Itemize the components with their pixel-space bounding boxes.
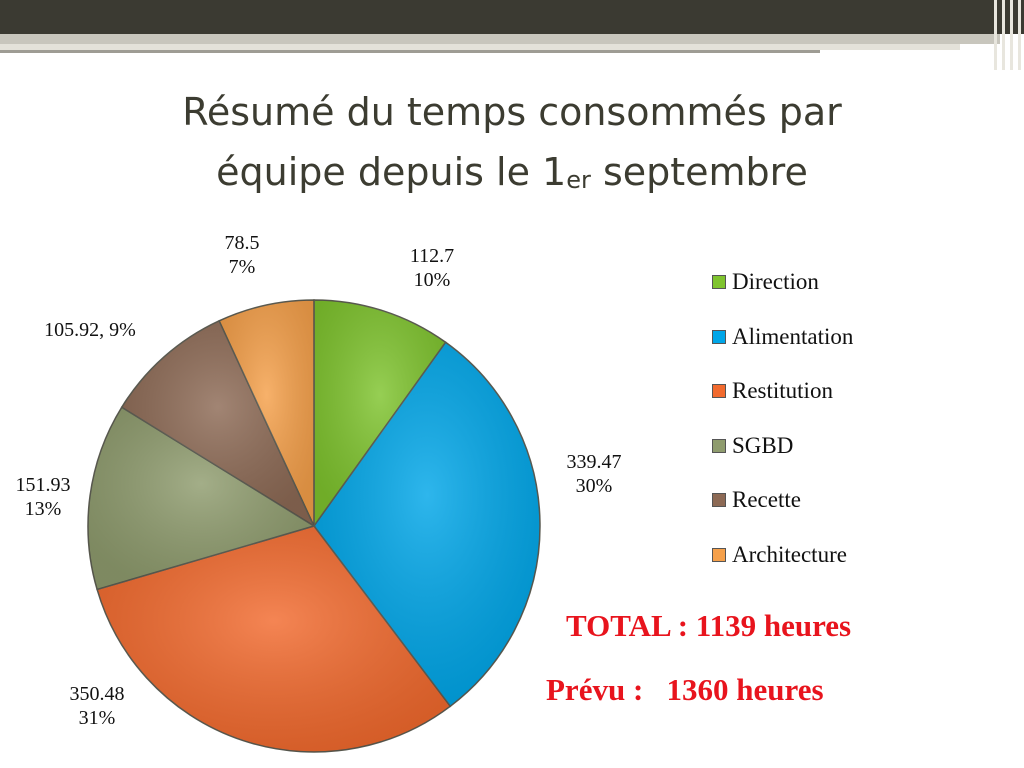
legend-swatch bbox=[712, 438, 726, 453]
header-rule bbox=[0, 50, 820, 53]
legend-label: Architecture bbox=[732, 541, 847, 567]
legend-label: Direction bbox=[732, 269, 819, 295]
data-label-sgbd: 151.93 13% bbox=[16, 474, 71, 520]
header-band-light bbox=[0, 34, 1000, 44]
chart-legend: Direction Alimentation Restitution SGBD Rece… bbox=[712, 255, 853, 582]
title-line-1: Résumé du temps consommés par bbox=[182, 90, 842, 134]
header-stripes bbox=[990, 0, 1024, 70]
legend-label: Restitution bbox=[732, 378, 833, 404]
legend-swatch bbox=[712, 493, 726, 508]
data-label-architecture: 78.5 7% bbox=[225, 232, 260, 278]
legend-label: Recette bbox=[732, 487, 801, 513]
data-label-restitution: 350.48 31% bbox=[70, 683, 125, 729]
header-band-lighter bbox=[0, 44, 960, 50]
total-hours-text: TOTAL : 1139 heures bbox=[566, 608, 852, 643]
data-label-direction: 112.7 10% bbox=[410, 245, 454, 291]
data-label-alimentation: 339.47 30% bbox=[567, 451, 622, 497]
legend-swatch bbox=[712, 275, 726, 290]
legend-swatch bbox=[712, 384, 726, 399]
pie-slice-shading-alimentation bbox=[314, 342, 541, 707]
legend-item-sgbd: SGBD bbox=[712, 419, 853, 474]
pie-data-labels: 112.7 10% 339.47 30% 350.48 31% 151.93 13% 105.9… bbox=[16, 232, 622, 729]
legend-item-direction: Direction bbox=[712, 255, 853, 310]
title-line-2: équipe depuis le 1er septembre bbox=[0, 142, 1024, 202]
legend-swatch bbox=[712, 547, 726, 562]
pie-slice-shading-sgbd bbox=[87, 407, 314, 590]
pie-slice-shading-recette bbox=[121, 320, 315, 526]
pie-slice-shading-architecture bbox=[219, 300, 314, 526]
header-band bbox=[0, 0, 1024, 34]
legend-item-restitution: Restitution bbox=[712, 364, 853, 419]
slide-title: Résumé du temps consommés par équipe dep… bbox=[0, 82, 1024, 202]
pie-slices bbox=[87, 299, 541, 753]
legend-item-architecture: Architecture bbox=[712, 528, 853, 583]
pie-slice-shading-restitution bbox=[97, 526, 451, 753]
title-superscript: er bbox=[566, 166, 591, 194]
title-line-2-end: septembre bbox=[590, 150, 808, 194]
legend-item-alimentation: Alimentation bbox=[712, 310, 853, 365]
pie-slice-shading-direction bbox=[314, 300, 446, 526]
planned-hours-text: Prévu : 1360 heures bbox=[546, 672, 824, 707]
legend-swatch bbox=[712, 329, 726, 344]
legend-item-recette: Recette bbox=[712, 473, 853, 528]
title-line-2-start: équipe depuis le 1 bbox=[216, 150, 567, 194]
legend-label: SGBD bbox=[732, 432, 794, 458]
legend-label: Alimentation bbox=[732, 323, 854, 349]
data-label-recette: 105.92, 9% bbox=[44, 319, 136, 341]
